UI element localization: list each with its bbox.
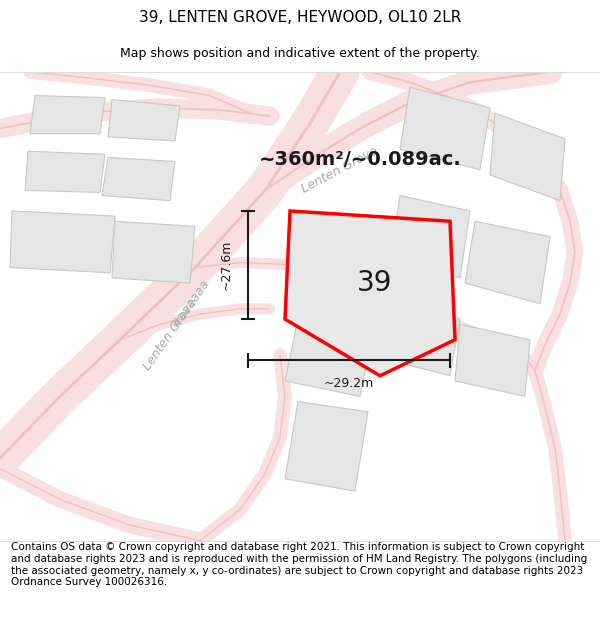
Text: ~360m²/~0.089ac.: ~360m²/~0.089ac. bbox=[259, 150, 461, 169]
Polygon shape bbox=[112, 221, 195, 283]
Polygon shape bbox=[465, 221, 550, 304]
Polygon shape bbox=[390, 196, 470, 278]
Polygon shape bbox=[400, 88, 490, 170]
Polygon shape bbox=[390, 304, 460, 376]
Text: ~27.6m: ~27.6m bbox=[220, 240, 233, 290]
Text: ~29.2m: ~29.2m bbox=[324, 376, 374, 389]
Polygon shape bbox=[108, 100, 180, 141]
Text: Lenten Grove: Lenten Grove bbox=[299, 144, 380, 196]
Polygon shape bbox=[285, 211, 455, 376]
Text: 39, LENTEN GROVE, HEYWOOD, OL10 2LR: 39, LENTEN GROVE, HEYWOOD, OL10 2LR bbox=[139, 11, 461, 26]
Polygon shape bbox=[455, 324, 530, 396]
Polygon shape bbox=[10, 211, 115, 272]
Text: #aaaaaa: #aaaaaa bbox=[169, 277, 211, 331]
Text: Contains OS data © Crown copyright and database right 2021. This information is : Contains OS data © Crown copyright and d… bbox=[11, 542, 587, 587]
Polygon shape bbox=[30, 96, 105, 134]
Text: Map shows position and indicative extent of the property.: Map shows position and indicative extent… bbox=[120, 48, 480, 61]
Polygon shape bbox=[102, 158, 175, 201]
Polygon shape bbox=[490, 113, 565, 201]
Polygon shape bbox=[285, 401, 368, 491]
Polygon shape bbox=[25, 151, 105, 192]
Text: 39: 39 bbox=[357, 269, 393, 297]
Text: Lenten Grove: Lenten Grove bbox=[140, 296, 200, 373]
Polygon shape bbox=[285, 309, 375, 396]
